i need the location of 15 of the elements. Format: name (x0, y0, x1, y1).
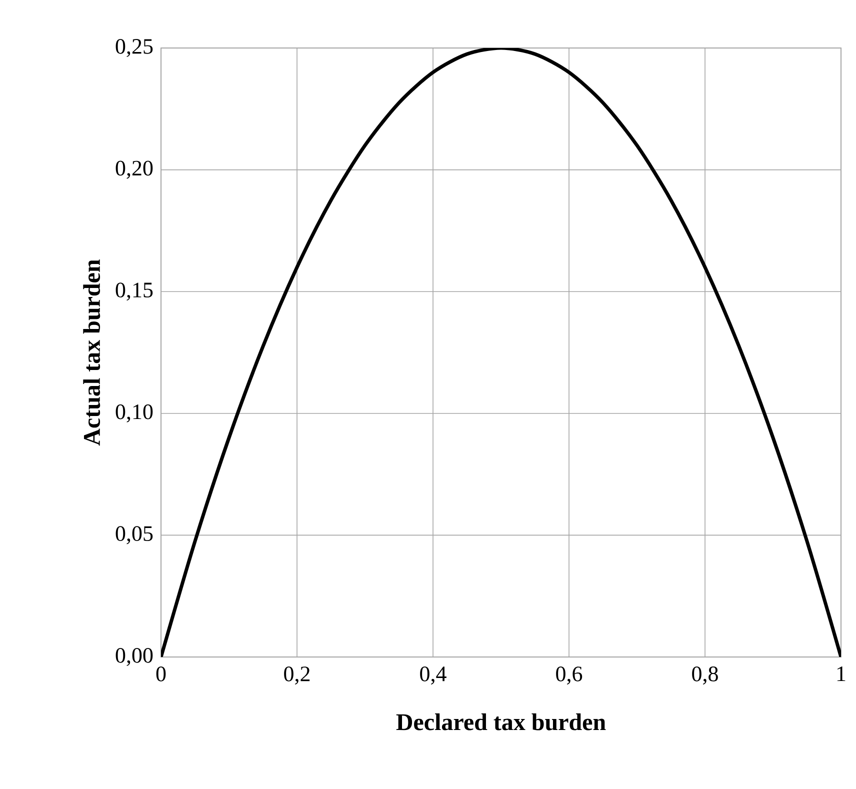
x-tick-label: 0,6 (556, 666, 582, 685)
y-tick-label: 0,15 (116, 282, 153, 301)
y-axis-title: Actual tax burden (83, 260, 100, 446)
y-tick-label: 0,00 (116, 648, 153, 666)
x-axis-title: Declared tax burden (396, 713, 606, 730)
x-tick-label: 0,2 (284, 666, 310, 685)
y-tick-label: 0,20 (116, 160, 153, 179)
y-tick-label: 0,05 (116, 526, 153, 544)
x-tick-label: 1 (837, 666, 846, 682)
y-tick-label: 0,10 (116, 404, 153, 422)
y-tick-label: 0,25 (116, 38, 153, 58)
x-tick-label: 0,4 (420, 666, 446, 685)
line-series (161, 48, 842, 657)
x-tick-label: 0,8 (692, 666, 718, 685)
x-tick-label: 0 (156, 666, 166, 682)
